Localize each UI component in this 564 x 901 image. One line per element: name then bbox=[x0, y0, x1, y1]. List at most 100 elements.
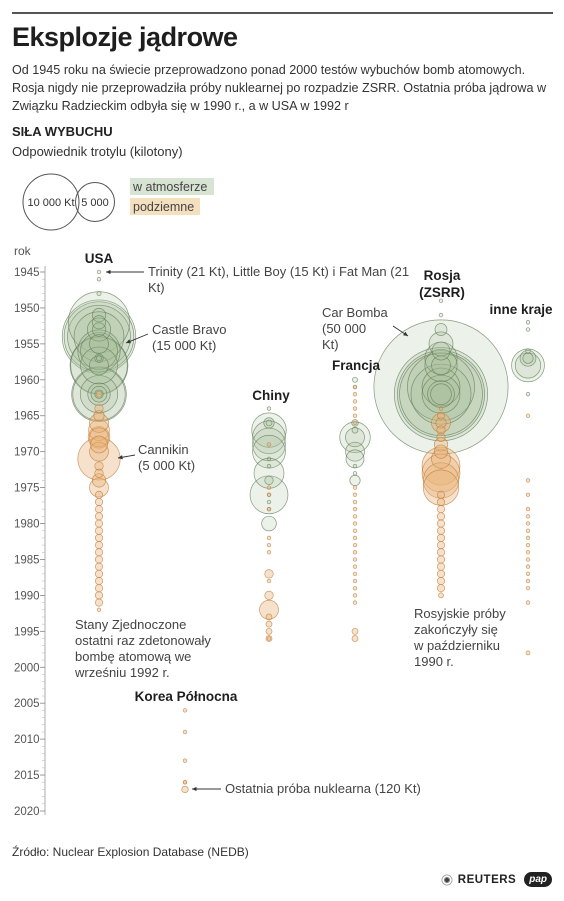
y-tick-label: 2020 bbox=[14, 806, 40, 818]
legend-type-swatch bbox=[130, 198, 200, 215]
y-tick-label: 1985 bbox=[14, 554, 40, 566]
underground-test-bubble bbox=[436, 512, 446, 521]
atmospheric-test-bubble bbox=[261, 515, 277, 532]
annotation-arrowhead bbox=[403, 331, 408, 336]
underground-test-bubble bbox=[94, 577, 104, 586]
underground-test-bubble bbox=[265, 613, 273, 621]
underground-test-bubble bbox=[436, 526, 446, 535]
underground-test-bubble bbox=[91, 473, 107, 488]
underground-test-bubble bbox=[436, 577, 446, 586]
underground-test-bubble bbox=[525, 521, 531, 526]
underground-test-bubble bbox=[352, 399, 358, 404]
underground-test-bubble bbox=[94, 468, 104, 478]
underground-test-bubble bbox=[94, 555, 104, 564]
annotation-text: Stany Zjednoczone bbox=[75, 617, 186, 632]
reuters-dots-icon bbox=[439, 872, 454, 887]
atmospheric-test-bubble bbox=[430, 383, 452, 405]
underground-test-bubble bbox=[438, 406, 444, 411]
underground-test-bubble bbox=[266, 485, 272, 490]
underground-test-bubble bbox=[352, 514, 358, 519]
annotation-text: Rosyjskie próby bbox=[414, 606, 506, 621]
atmospheric-test-bubble bbox=[263, 417, 275, 429]
underground-test-bubble bbox=[94, 403, 104, 414]
underground-test-bubble bbox=[94, 519, 104, 528]
atmospheric-test-bubble bbox=[525, 392, 531, 397]
annotation-text: (50 000 bbox=[322, 321, 366, 336]
bubbles bbox=[61, 269, 545, 794]
annotation-text: wrześniu 1992 r. bbox=[74, 665, 170, 680]
reuters-logo: REUTERS bbox=[439, 872, 516, 887]
year-axis: rok 1945 1950 1955 1960 1965 1970 1975 1980 1985 1… bbox=[14, 244, 46, 818]
underground-test-bubble bbox=[437, 411, 445, 420]
atmospheric-test-bubble bbox=[399, 352, 483, 436]
atmospheric-test-bubble bbox=[525, 348, 531, 354]
atmospheric-test-bubble bbox=[96, 291, 102, 297]
underground-test-bubble bbox=[182, 758, 188, 763]
underground-test-bubble bbox=[94, 598, 104, 607]
atmospheric-test-bubble bbox=[70, 336, 128, 395]
underground-test-bubble bbox=[525, 507, 531, 512]
atmospheric-test-bubble bbox=[94, 353, 104, 363]
underground-test-bubble bbox=[525, 542, 531, 548]
atmospheric-test-bubble bbox=[265, 419, 273, 427]
underground-test-bubble bbox=[94, 548, 104, 557]
atmospheric-test-bubble bbox=[352, 463, 358, 469]
underground-test-bubble bbox=[259, 599, 279, 620]
atmospheric-test-bubble bbox=[525, 320, 531, 325]
underground-test-bubble bbox=[266, 550, 272, 555]
underground-test-bubble bbox=[181, 785, 189, 794]
underground-test-bubble bbox=[96, 607, 102, 612]
country-label: USA bbox=[85, 251, 114, 266]
underground-test-bubble bbox=[351, 627, 359, 635]
atmospheric-test-bubble bbox=[96, 269, 102, 275]
underground-test-bubble bbox=[77, 437, 121, 481]
annotation-text: Trinity (21 Kt), Little Boy (15 Kt) i Fa… bbox=[148, 264, 409, 279]
atmospheric-test-bubble bbox=[266, 463, 272, 469]
underground-test-bubble bbox=[525, 492, 531, 497]
underground-test-bubble bbox=[94, 584, 104, 593]
y-tick-label: 1980 bbox=[14, 519, 40, 531]
atmospheric-test-bubble bbox=[427, 380, 455, 408]
underground-test-bubble bbox=[525, 571, 531, 576]
underground-test-bubble bbox=[94, 526, 104, 535]
underground-test-bubble bbox=[525, 535, 531, 541]
atmospheric-test-bubble bbox=[266, 499, 272, 505]
underground-test-bubble bbox=[525, 650, 531, 656]
underground-test-bubble bbox=[182, 708, 188, 713]
underground-test-bubble bbox=[436, 541, 446, 550]
legend-type-swatch bbox=[130, 178, 214, 195]
underground-test-bubble bbox=[352, 593, 358, 598]
legend: 10 000 Kt 5 000 w atmosferze podziemne bbox=[22, 173, 214, 231]
annotations: Trinity (21 Kt), Little Boy (15 Kt) i Fa… bbox=[74, 264, 506, 796]
underground-test-bubble bbox=[436, 584, 446, 593]
atmospheric-test-bubble bbox=[266, 456, 272, 462]
underground-test-bubble bbox=[436, 555, 446, 564]
y-tick-label: 1960 bbox=[14, 375, 40, 387]
y-tick-label: 1990 bbox=[14, 590, 40, 602]
country-label: Francja bbox=[332, 358, 381, 373]
atmospheric-test-bubble bbox=[89, 334, 109, 354]
underground-test-bubble bbox=[433, 444, 449, 459]
underground-test-bubble bbox=[525, 564, 531, 569]
legend-type-label: podziemne bbox=[133, 200, 194, 214]
annotation-text: Castle Bravo bbox=[152, 322, 226, 337]
underground-test-bubble bbox=[264, 569, 274, 579]
underground-test-bubble bbox=[182, 780, 188, 785]
underground-test-bubble bbox=[525, 550, 531, 555]
logos: REUTERS pap bbox=[439, 872, 552, 887]
atmospheric-test-bubble bbox=[393, 347, 489, 442]
annotation-text: (15 000 Kt) bbox=[152, 338, 216, 353]
atmospheric-test-bubble bbox=[351, 426, 359, 434]
y-tick-label: 1995 bbox=[14, 626, 40, 638]
y-tick-label: 1955 bbox=[14, 339, 40, 351]
underground-test-bubble bbox=[266, 578, 272, 584]
annotation-text: Kt) bbox=[322, 337, 339, 352]
underground-test-bubble bbox=[89, 427, 109, 448]
underground-test-bubble bbox=[266, 636, 272, 641]
underground-test-bubble bbox=[94, 505, 104, 514]
atmospheric-test-bubble bbox=[91, 322, 107, 337]
atmospheric-test-bubble bbox=[424, 348, 458, 382]
underground-test-bubble bbox=[95, 390, 103, 398]
underground-test-bubble bbox=[525, 528, 531, 533]
